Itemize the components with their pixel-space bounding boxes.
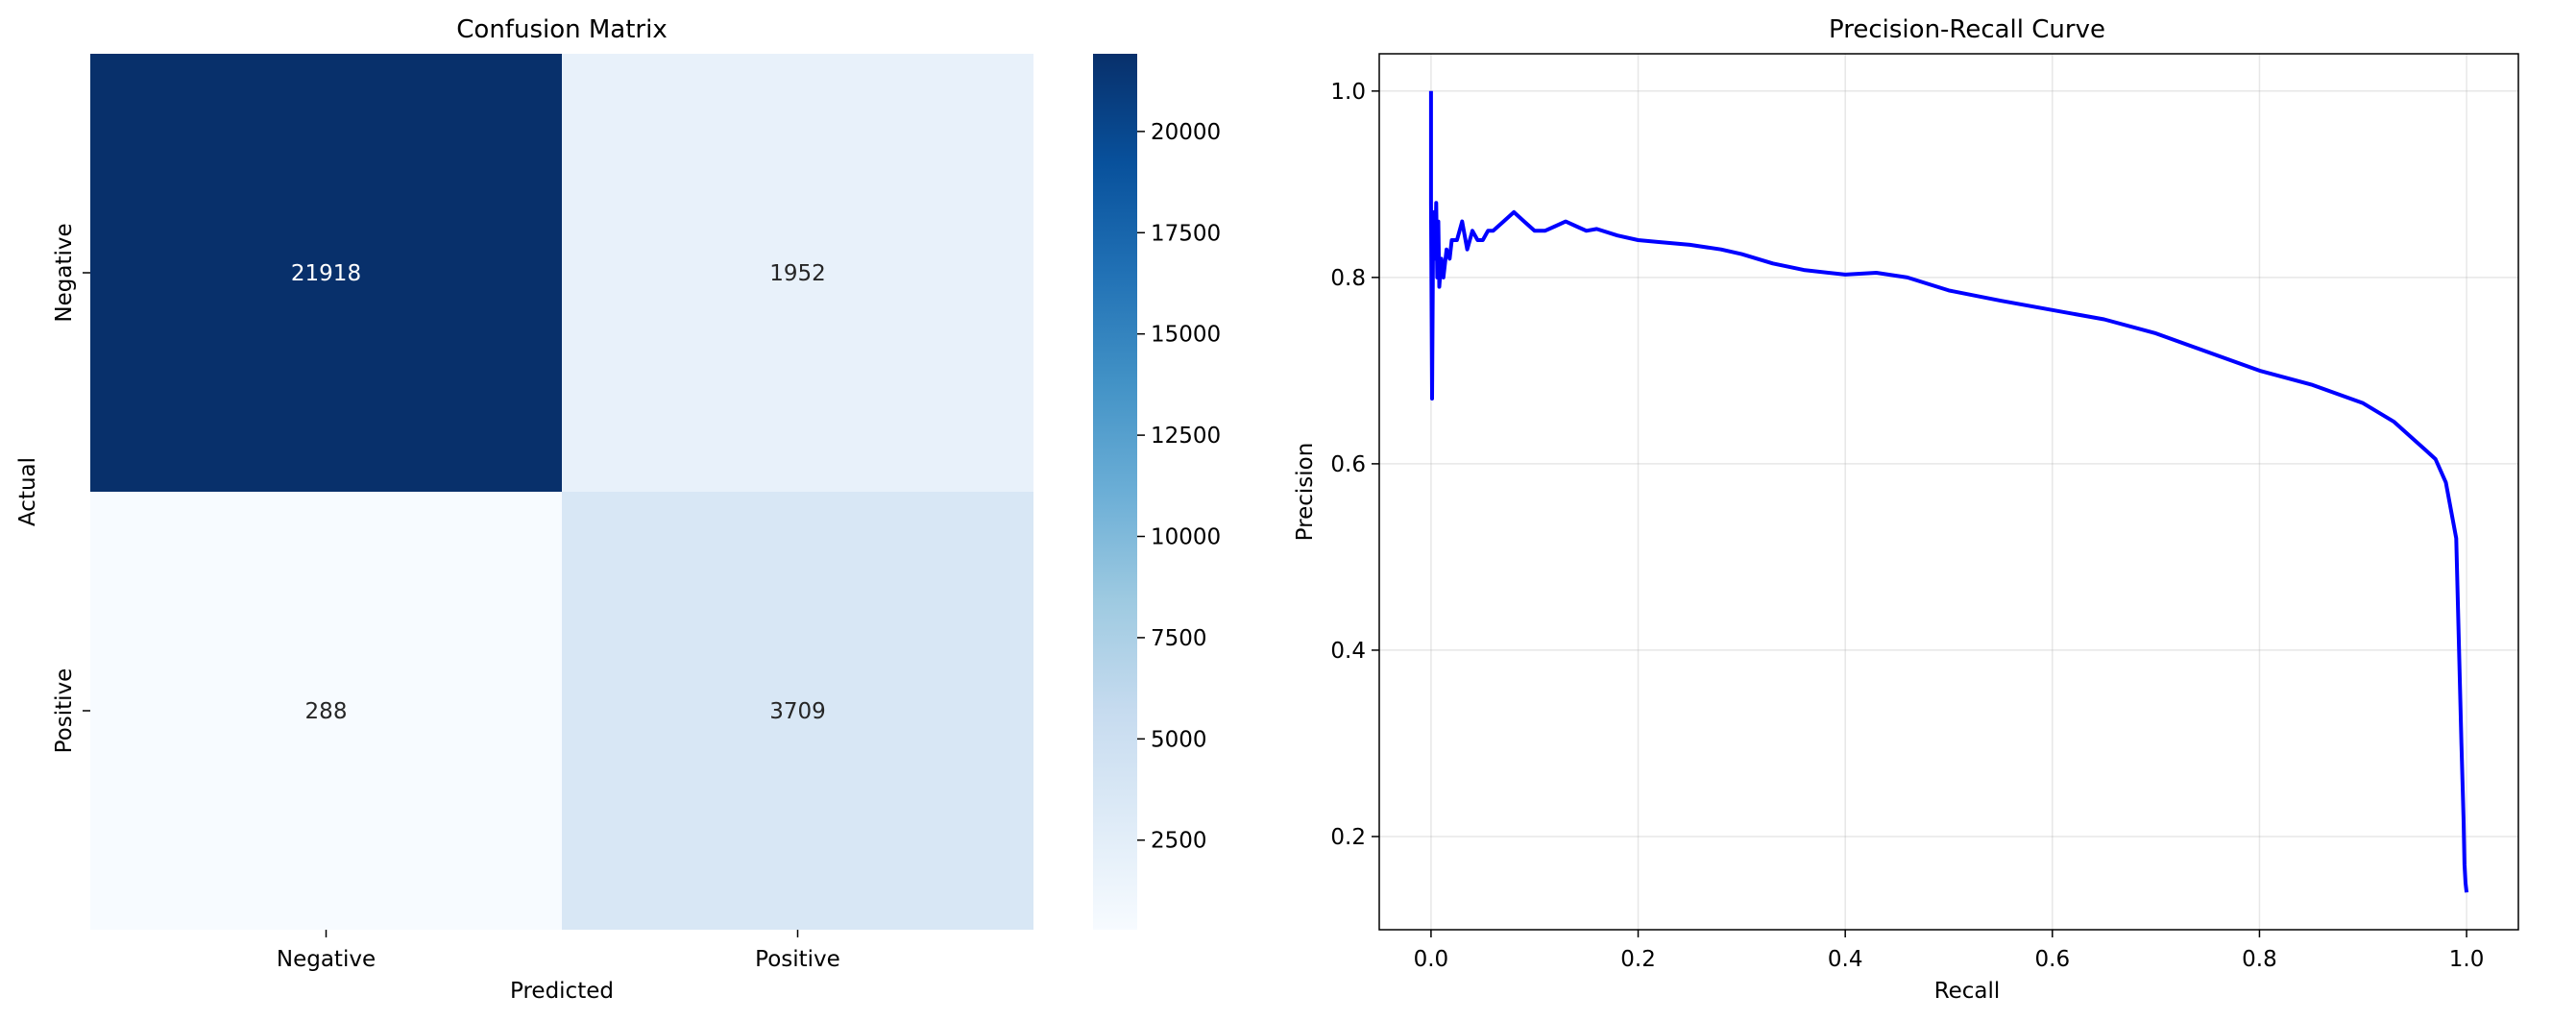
heatmap-cells: 21918 1952 288 3709: [90, 54, 1033, 930]
heatmap-y-tick-label: Negative: [52, 223, 77, 322]
heatmap-x-tick-label: Positive: [755, 947, 840, 972]
heatmap-cell-value: 3709: [769, 699, 826, 724]
heatmap-x-ticks: Negative Positive: [277, 930, 840, 972]
colorbar-tick-label: 15000: [1151, 323, 1221, 348]
pr-y-ticks: 0.2 0.4 0.6 0.8 1.0: [1330, 80, 1379, 850]
colorbar-ticks: 2500 5000 7500 10000 12500 15000 17500 20000: [1137, 120, 1221, 854]
pr-y-tick-label: 1.0: [1330, 80, 1366, 105]
heatmap-y-tick-label: Positive: [52, 668, 77, 754]
heatmap-y-label: Actual: [15, 457, 40, 526]
heatmap-cell-value: 288: [305, 699, 348, 724]
colorbar: 2500 5000 7500 10000 12500 15000 17500 20000: [1093, 54, 1221, 930]
colorbar-tick-label: 5000: [1151, 727, 1207, 752]
pr-y-tick-label: 0.6: [1330, 452, 1366, 477]
pr-y-label: Precision: [1293, 443, 1318, 542]
colorbar-tick-label: 2500: [1151, 829, 1207, 854]
pr-title: Precision-Recall Curve: [1829, 15, 2105, 44]
heatmap-y-ticks: Negative Positive: [52, 223, 90, 753]
colorbar-tick-label: 7500: [1151, 626, 1207, 651]
colorbar-gradient: [1093, 54, 1137, 930]
pr-x-tick-label: 0.2: [1620, 947, 1656, 972]
pr-x-tick-label: 0.4: [1828, 947, 1863, 972]
pr-y-tick-label: 0.4: [1330, 639, 1366, 664]
pr-axes-frame: [1378, 53, 2519, 931]
pr-y-tick-label: 0.8: [1330, 266, 1366, 291]
confusion-matrix-panel: Confusion Matrix 21918 1952 288 3709 Negati…: [15, 15, 1033, 1004]
heatmap-x-tick-label: Negative: [277, 947, 376, 972]
heatmap-title: Confusion Matrix: [456, 15, 667, 44]
pr-y-tick-label: 0.2: [1330, 825, 1366, 850]
heatmap-cell: [562, 54, 1033, 492]
heatmap-cell: [90, 54, 562, 492]
colorbar-tick-label: 10000: [1151, 525, 1221, 550]
heatmap-cell: [90, 492, 562, 930]
pr-x-ticks: 0.0 0.2 0.4 0.6 0.8 1.0: [1414, 930, 2485, 972]
heatmap-cell-value: 1952: [769, 261, 826, 286]
pr-x-tick-label: 0.8: [2242, 947, 2277, 972]
heatmap-cell-value: 21918: [291, 261, 361, 286]
pr-grid: [1379, 54, 2518, 930]
pr-curve-panel: Precision-Recall Curve 0.0 0.2 0.4 0.6 0.8 1.…: [1293, 15, 2519, 1004]
pr-x-tick-label: 0.0: [1414, 947, 1449, 972]
pr-curve-line: [1428, 90, 2469, 893]
pr-x-tick-label: 1.0: [2449, 947, 2485, 972]
colorbar-tick-label: 17500: [1151, 221, 1221, 246]
heatmap-cell: [562, 492, 1033, 930]
pr-x-tick-label: 0.6: [2035, 947, 2071, 972]
heatmap-x-label: Predicted: [510, 979, 614, 1004]
colorbar-tick-label: 12500: [1151, 424, 1221, 449]
colorbar-tick-label: 20000: [1151, 120, 1221, 145]
pr-x-label: Recall: [1934, 979, 2001, 1004]
